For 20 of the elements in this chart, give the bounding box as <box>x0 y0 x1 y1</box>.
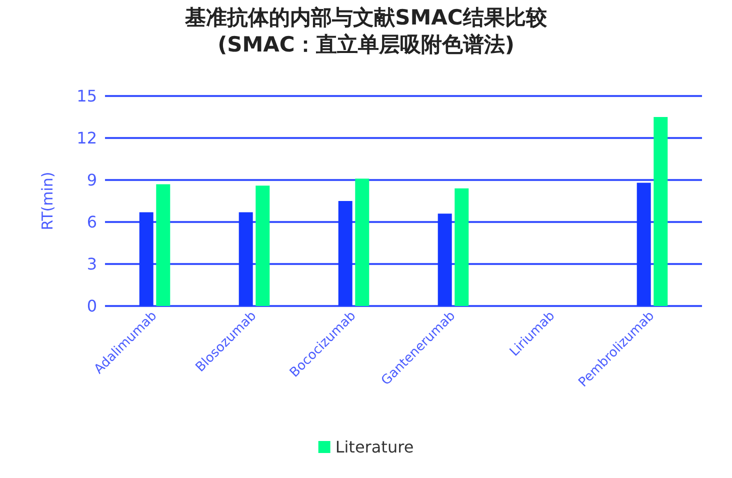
chart-title: 基准抗体的内部与文献SMAC结果比较 <box>184 6 548 30</box>
y-tick-label: 9 <box>86 170 97 190</box>
bar <box>338 201 352 306</box>
y-tick-label: 3 <box>86 254 97 274</box>
y-tick-label: 6 <box>86 212 97 232</box>
bar <box>238 212 253 306</box>
legend-label: Literature <box>335 438 414 456</box>
bar <box>139 212 154 306</box>
y-tick-label: 12 <box>76 128 97 148</box>
y-tick-label: 15 <box>76 86 97 106</box>
bar <box>454 188 469 306</box>
bar <box>636 182 651 306</box>
bar <box>438 214 452 306</box>
y-axis-title: RT(min) <box>38 172 56 230</box>
y-tick-label: 0 <box>86 296 97 316</box>
chart-subtitle: (SMAC：直立单层吸附色谱法) <box>218 32 514 56</box>
bar <box>355 178 370 306</box>
bar <box>256 186 270 306</box>
bar <box>654 117 668 306</box>
bar <box>156 184 170 306</box>
